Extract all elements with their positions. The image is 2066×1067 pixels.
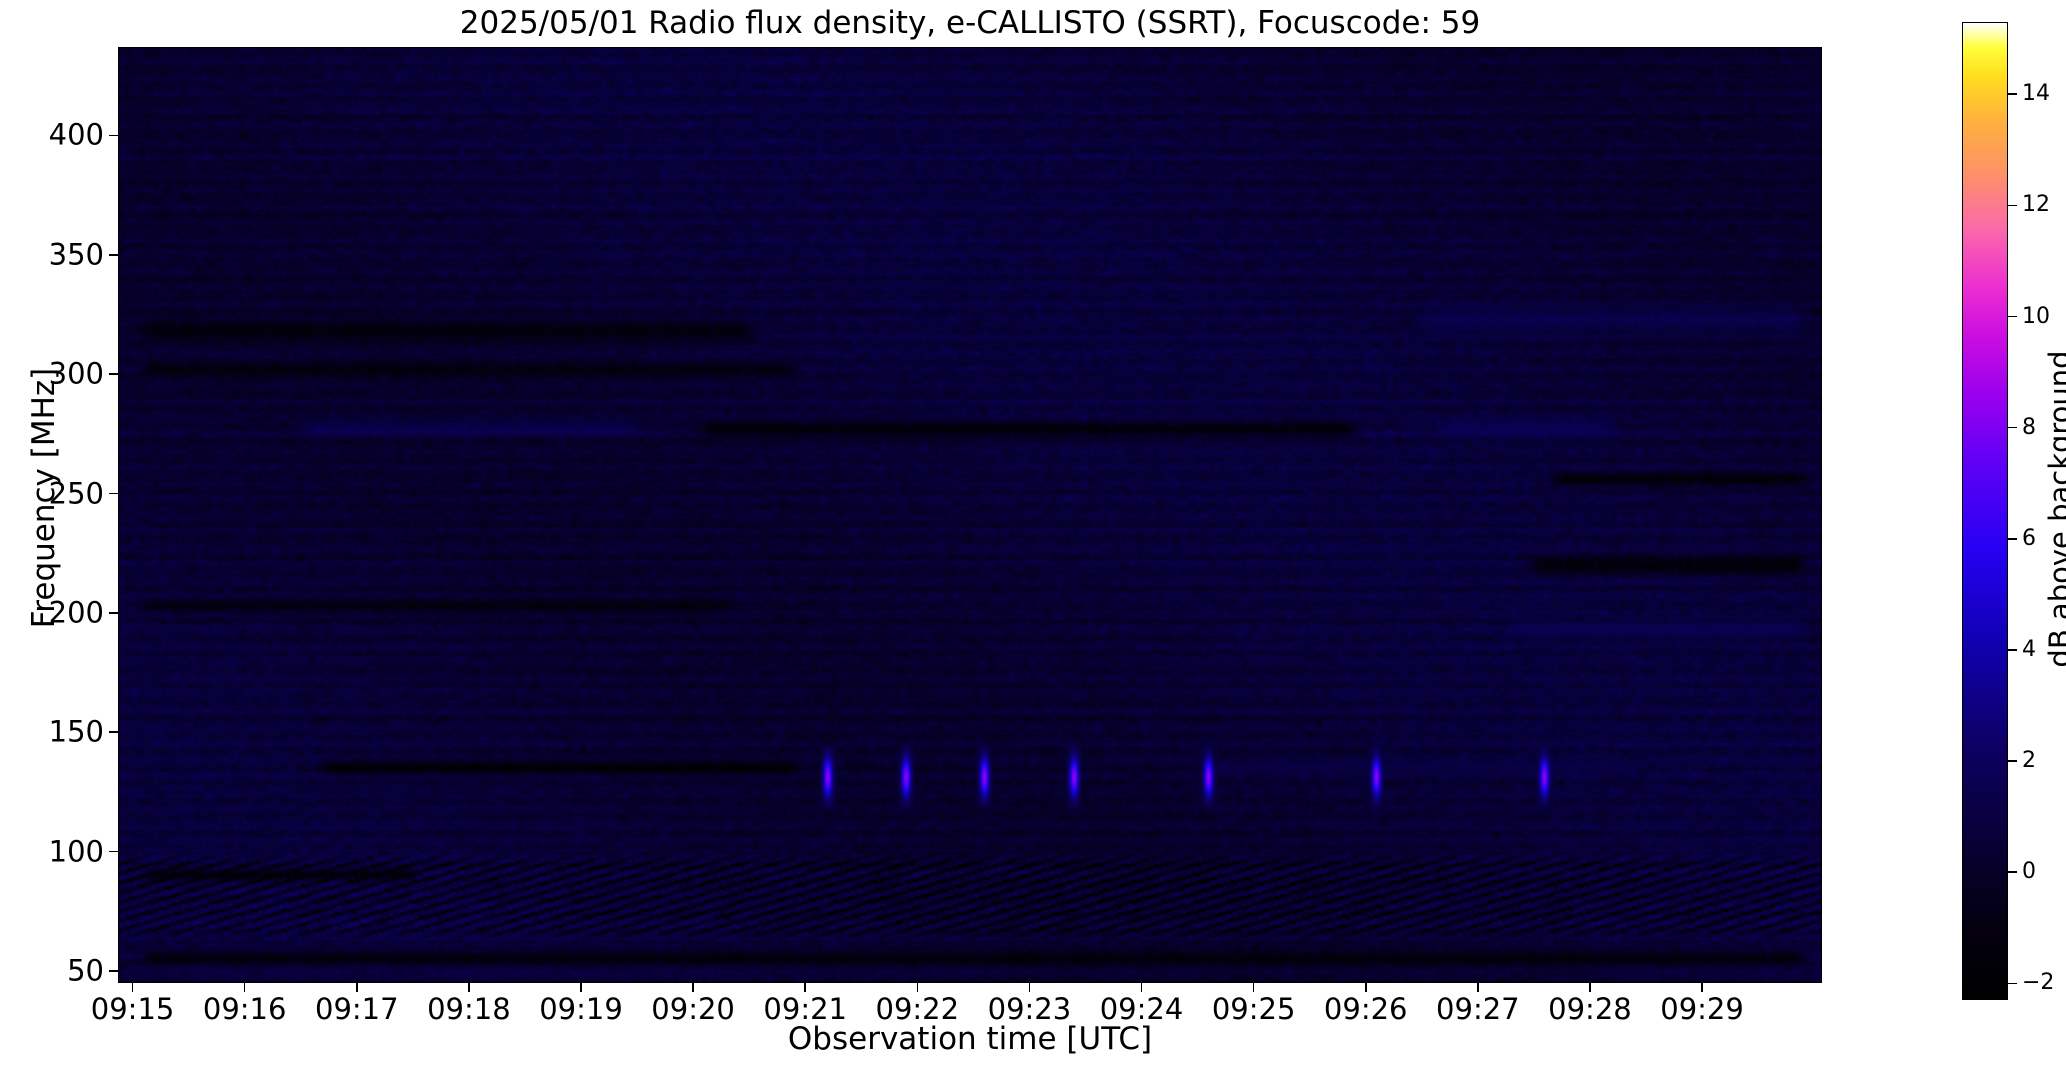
colorbar-tick-mark xyxy=(2008,426,2017,429)
x-tick-mark xyxy=(1477,983,1479,992)
x-tick-mark xyxy=(1140,983,1143,992)
colorbar-tick-label: 8 xyxy=(2022,414,2036,440)
y-tick-mark xyxy=(109,492,118,495)
y-tick-label: 200 xyxy=(48,595,104,630)
x-tick-label: 09:24 xyxy=(1099,992,1184,1026)
spectrogram-image xyxy=(119,48,1821,982)
x-tick-label: 09:28 xyxy=(1548,992,1632,1026)
x-tick-mark xyxy=(1701,983,1703,992)
colorbar-tick-label: 12 xyxy=(2022,192,2050,218)
colorbar-tick-mark xyxy=(2008,649,2017,651)
colorbar[interactable] xyxy=(1962,22,2008,1000)
x-tick-label: 09:15 xyxy=(90,992,175,1026)
x-tick-label: 09:26 xyxy=(1323,992,1408,1026)
x-tick-label: 09:19 xyxy=(539,992,623,1026)
y-axis-label-wrapper: Frequency [MHz] xyxy=(14,47,62,983)
colorbar-tick-label: 2 xyxy=(2022,748,2036,774)
y-tick-label: 400 xyxy=(48,117,104,152)
x-tick-label: 09:22 xyxy=(875,992,960,1026)
colorbar-tick-label: 0 xyxy=(2022,859,2036,885)
x-axis-label: Observation time [UTC] xyxy=(787,1021,1153,1057)
y-tick-mark xyxy=(109,253,118,256)
x-tick-label: 09:29 xyxy=(1660,992,1744,1026)
y-tick-mark xyxy=(109,970,118,972)
x-tick-label: 09:23 xyxy=(987,992,1072,1026)
colorbar-tick-label: 4 xyxy=(2022,636,2036,662)
colorbar-tick-mark xyxy=(2008,982,2017,985)
colorbar-label: dB above background xyxy=(2043,350,2066,668)
y-axis-ticks: 400 350 300 250 200 150 100 50 xyxy=(0,47,118,988)
x-tick-mark xyxy=(243,983,246,992)
y-tick-mark xyxy=(109,134,118,137)
x-tick-label: 09:16 xyxy=(202,992,287,1026)
y-tick-label: 350 xyxy=(48,237,104,272)
colorbar-gradient xyxy=(1963,23,2007,999)
x-tick-mark xyxy=(580,983,582,992)
colorbar-tick-label: 10 xyxy=(2022,303,2050,329)
colorbar-ticks: 14 12 10 8 6 4 2 0 −2 xyxy=(2008,22,2066,1000)
colorbar-tick-mark xyxy=(2008,204,2017,207)
x-axis-ticks: 09:15 09:16 09:17 09:18 09:19 09:20 09:21 09:22… xyxy=(91,983,1822,1033)
x-tick-label: 09:21 xyxy=(763,992,847,1026)
spectrogram-axes[interactable] xyxy=(118,47,1822,983)
x-tick-mark xyxy=(692,983,694,992)
y-tick-label: 50 xyxy=(67,953,104,988)
x-tick-label: 09:27 xyxy=(1436,992,1520,1026)
x-tick-mark xyxy=(1364,983,1367,992)
x-tick-label: 09:20 xyxy=(651,992,735,1026)
colorbar-tick-mark xyxy=(2008,760,2017,762)
y-tick-label: 150 xyxy=(48,714,104,749)
colorbar-tick-mark xyxy=(2008,315,2017,318)
y-tick-mark xyxy=(109,731,118,734)
colorbar-tick-label: 6 xyxy=(2022,525,2036,551)
x-tick-mark xyxy=(916,983,919,992)
x-tick-mark xyxy=(468,983,470,992)
spectrogram-bitmap xyxy=(119,48,1821,982)
y-tick-label: 250 xyxy=(48,476,104,510)
x-tick-mark xyxy=(131,983,134,992)
y-tick-mark xyxy=(109,373,118,375)
x-tick-label: 09:25 xyxy=(1211,992,1296,1026)
colorbar-tick-mark xyxy=(2008,93,2017,96)
page-title: 2025/05/01 Radio flux density, e-CALLIST… xyxy=(459,5,1481,41)
x-tick-mark xyxy=(1028,983,1031,992)
colorbar-tick-label: −2 xyxy=(2022,970,2055,996)
x-tick-mark xyxy=(804,983,806,992)
colorbar-tick-mark xyxy=(2008,537,2017,540)
y-axis-label: Frequency [MHz] xyxy=(26,367,62,629)
y-tick-mark xyxy=(109,850,118,853)
x-tick-mark xyxy=(1589,983,1591,992)
colorbar-tick-mark xyxy=(2008,871,2017,873)
colorbar-label-wrapper: dB above background xyxy=(2032,22,2066,1000)
x-tick-mark xyxy=(1252,983,1255,992)
x-tick-label: 09:18 xyxy=(427,992,511,1026)
y-tick-label: 100 xyxy=(48,834,104,869)
y-tick-mark xyxy=(109,612,118,614)
x-tick-mark xyxy=(355,983,358,992)
colorbar-tick-label: 14 xyxy=(2022,81,2050,107)
x-tick-label: 09:17 xyxy=(314,992,399,1026)
y-tick-label: 300 xyxy=(48,356,104,391)
